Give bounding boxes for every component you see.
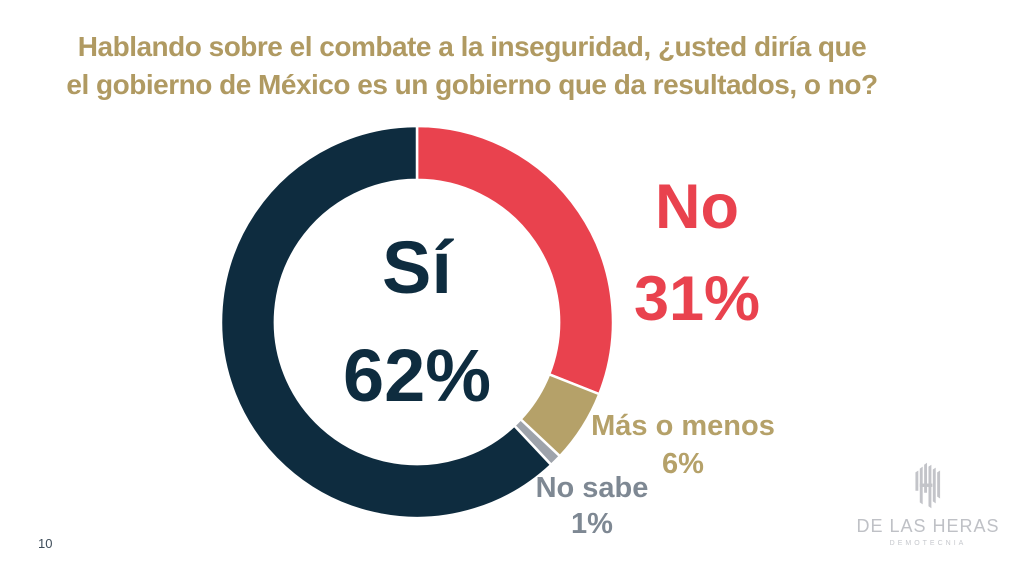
- slide-title-line2: el gobierno de México es un gobierno que…: [66, 69, 878, 100]
- donut-slice-si: [219, 124, 553, 520]
- mas-o-menos-label: Más o menos: [591, 410, 775, 442]
- bars-monogram-icon: [915, 462, 941, 509]
- slide-title: Hablando sobre el combate a la insegurid…: [0, 28, 944, 104]
- logo-name: DE LAS HERAS: [856, 516, 1000, 536]
- slide-title-line1: Hablando sobre el combate a la insegurid…: [77, 31, 867, 62]
- no-sabe-callout: No sabe 1%: [504, 470, 680, 542]
- page-number: 10: [38, 536, 53, 551]
- no-sabe-label: No sabe: [535, 472, 649, 504]
- mas-o-menos-value: 6%: [662, 448, 704, 480]
- no-callout: No 31%: [602, 176, 792, 331]
- donut-chart-svg: [219, 124, 615, 520]
- de-las-heras-logo: DE LAS HERAS DEMOTECNIA: [849, 456, 1007, 547]
- mas-o-menos-callout: Más o menos 6%: [576, 407, 790, 483]
- no-sabe-value: 1%: [571, 508, 613, 540]
- logo-subtitle: DEMOTECNIA: [889, 540, 967, 547]
- no-label: No: [655, 172, 739, 242]
- donut-chart: Sí 62%: [219, 124, 615, 520]
- no-value: 31%: [633, 264, 761, 334]
- donut-slice-no: [415, 124, 615, 396]
